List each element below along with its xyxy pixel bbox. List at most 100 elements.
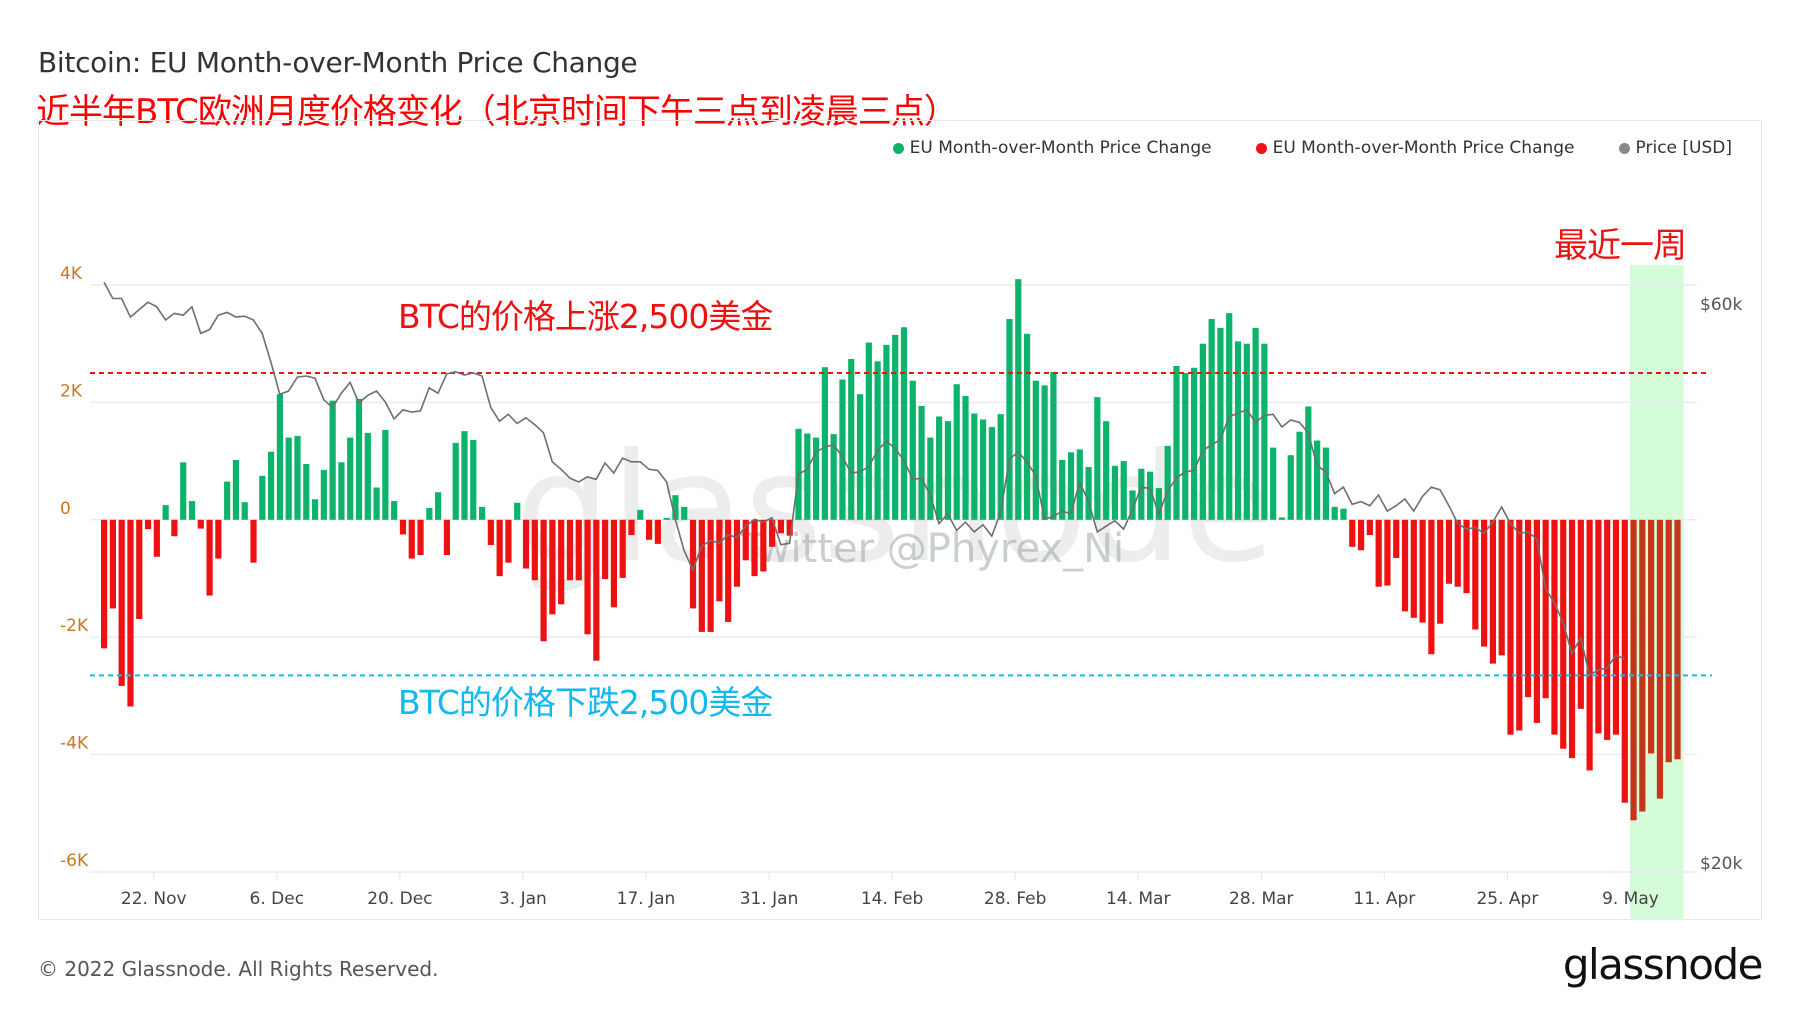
bar-negative — [1410, 519, 1417, 618]
bar-negative — [628, 519, 635, 536]
bar-positive — [1331, 506, 1338, 520]
bar-positive — [514, 502, 521, 520]
bar-positive — [1296, 431, 1303, 520]
y-tick-label: -4K — [60, 734, 89, 754]
bar-positive — [909, 380, 916, 520]
bar-negative — [760, 519, 767, 572]
bar-negative — [531, 519, 538, 581]
bar-positive — [1314, 440, 1321, 520]
legend-item-red[interactable]: EU Month-over-Month Price Change — [1255, 138, 1575, 158]
bar-negative — [558, 519, 565, 605]
bar-negative — [1489, 519, 1497, 664]
bar-negative — [443, 519, 451, 556]
legend-item-green[interactable]: EU Month-over-Month Price Change — [892, 138, 1212, 158]
bar-positive — [1322, 447, 1330, 520]
bar-negative — [1665, 519, 1672, 763]
bar-negative — [1533, 519, 1540, 723]
bar-positive — [364, 432, 371, 520]
legend-dot-grey-icon — [1618, 142, 1630, 154]
x-tick-label: 14. Mar — [1106, 889, 1171, 909]
x-tick-label: 3. Jan — [499, 889, 547, 909]
y2-tick-label: $60k — [1700, 295, 1742, 315]
bar-negative — [1357, 519, 1365, 551]
bar-negative — [118, 519, 125, 686]
bar-negative — [1454, 519, 1461, 587]
bar-negative — [1551, 519, 1558, 735]
bar-negative — [619, 519, 626, 578]
bar-positive — [180, 462, 187, 520]
bar-negative — [1481, 519, 1488, 647]
bar-negative — [1586, 519, 1593, 771]
bar-negative — [1604, 519, 1611, 740]
bar-negative — [575, 519, 582, 581]
bar-positive — [1208, 319, 1215, 520]
bar-positive — [804, 433, 811, 520]
x-tick-label: 17. Jan — [617, 889, 676, 909]
bar-positive — [1023, 333, 1031, 520]
bar-negative — [1437, 519, 1444, 624]
bar-negative — [1560, 519, 1567, 749]
legend-dot-red-icon — [1255, 142, 1267, 154]
bar-positive — [848, 358, 855, 520]
bar-negative — [1639, 519, 1646, 812]
bar-positive — [681, 506, 688, 520]
bar-positive — [276, 394, 283, 520]
bar-negative — [725, 519, 732, 622]
bar-positive — [382, 429, 389, 520]
bar-negative — [707, 519, 714, 632]
bar-positive — [672, 495, 679, 520]
bar-negative — [1463, 519, 1470, 594]
price-line — [103, 281, 1625, 677]
bar-negative — [733, 519, 741, 587]
bar-positive — [812, 437, 820, 520]
bar-positive — [1067, 452, 1075, 520]
bar-negative — [215, 519, 222, 559]
bar-positive — [1103, 421, 1110, 520]
bar-negative — [751, 519, 758, 577]
bar-negative — [1419, 519, 1426, 623]
bar-positive — [1147, 471, 1154, 520]
bar-positive — [1085, 466, 1092, 520]
y-tick-label: 4K — [60, 264, 83, 284]
bar-negative — [408, 519, 415, 559]
bar-positive — [162, 505, 169, 520]
bar-positive — [1173, 366, 1180, 520]
bar-negative — [540, 519, 547, 642]
bar-positive — [883, 344, 890, 520]
bar-negative — [742, 519, 749, 561]
bar-negative — [1393, 519, 1400, 558]
bar-positive — [865, 342, 872, 520]
bar-positive — [1050, 371, 1057, 520]
bar-negative — [1516, 519, 1523, 731]
bar-positive — [452, 442, 459, 520]
bar-positive — [1243, 343, 1250, 520]
legend-label: EU Month-over-Month Price Change — [1272, 138, 1575, 158]
legend-dot-green-icon — [892, 142, 904, 154]
bar-negative — [399, 519, 407, 535]
legend-item-price[interactable]: Price [USD] — [1618, 138, 1732, 158]
bar-positive — [1120, 461, 1127, 520]
bar-positive — [232, 459, 240, 520]
bar-negative — [487, 519, 494, 546]
bar-negative — [250, 519, 257, 563]
bar-positive — [1032, 380, 1039, 520]
lower-line-label: BTC的价格下跌2,500美金 — [398, 683, 773, 722]
x-tick-label: 31. Jan — [740, 889, 799, 909]
bar-negative — [645, 519, 653, 540]
bar-positive — [355, 398, 363, 520]
bar-negative — [1595, 519, 1602, 734]
bar-negative — [1375, 519, 1382, 587]
bar-positive — [927, 437, 934, 520]
bar-negative — [584, 519, 591, 635]
bar-positive — [856, 394, 864, 520]
bar-positive — [1155, 488, 1162, 520]
bar-positive — [1217, 327, 1224, 520]
y-tick-label: -2K — [60, 616, 89, 636]
bar-negative — [505, 519, 512, 563]
bar-positive — [1059, 459, 1066, 520]
bar-positive — [285, 437, 292, 520]
bar-negative — [1577, 519, 1584, 709]
bar-positive — [303, 464, 310, 520]
bar-negative — [716, 519, 723, 602]
